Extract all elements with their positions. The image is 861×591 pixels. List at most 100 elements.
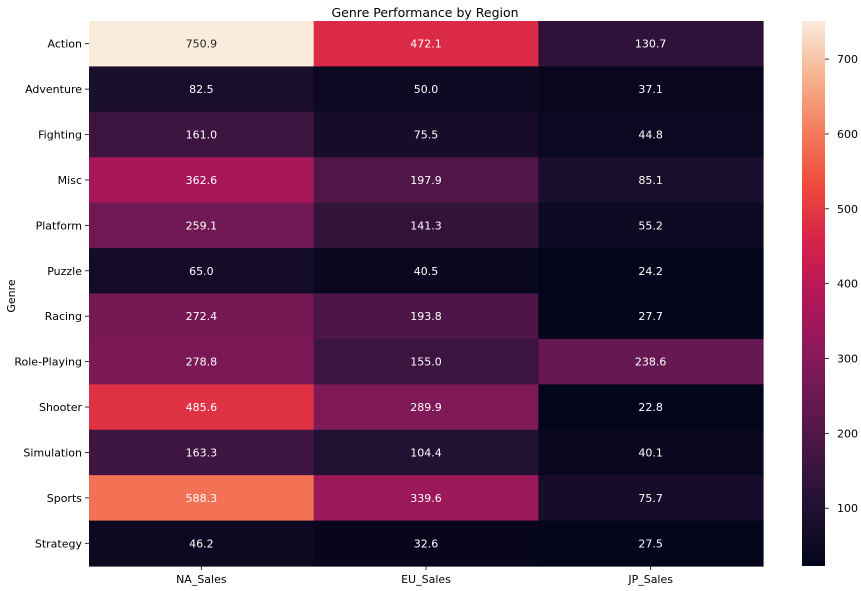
cell-value-label: 46.2 [189,537,214,550]
heatmap-cell [313,429,539,476]
row-tick-label: Fighting [38,129,82,142]
heatmap-cell [538,21,764,68]
heatmap-cell [538,248,764,295]
cell-value-label: 272.4 [186,310,218,323]
colorbar-gradient [802,21,825,566]
cell-value-label: 339.6 [410,492,442,505]
cell-value-label: 44.8 [638,129,663,142]
cell-value-label: 161.0 [186,129,218,142]
heatmap-cell [313,338,539,385]
column-tick-label: JP_Sales [627,573,673,586]
cell-value-label: 55.2 [638,219,663,232]
row-tick-labels: Action Adventure Fighting Misc Platform Puzzl… [14,38,89,550]
cell-value-label: 472.1 [410,38,442,51]
heatmap-cell [538,384,764,431]
heatmap-cell [89,293,315,340]
row-tick-label: Action [48,38,82,51]
cell-value-label: 32.6 [414,537,439,550]
heatmap-cell [89,475,315,522]
row-tick-label: Misc [58,174,82,187]
cell-value-label: 588.3 [186,492,218,505]
row-tick-label: Shooter [39,401,82,414]
cell-value-label: 750.9 [186,38,218,51]
cell-value-label: 163.3 [186,446,218,459]
cell-value-label: 130.7 [635,38,667,51]
colorbar: 100 200 300 400 500 600 700 [802,21,858,566]
heatmap-cell [538,475,764,522]
heatmap-cell [313,111,539,158]
row-tick-label: Platform [36,219,82,232]
colorbar-tick-label: 700 [837,53,858,66]
column-tick-label: NA_Sales [176,573,227,586]
heatmap-cell [89,111,315,158]
heatmap-cell [89,21,315,68]
row-tick-label: Adventure [25,83,82,96]
cell-value-label: 75.5 [414,129,439,142]
row-tick-label: Sports [47,492,83,505]
cell-value-label: 27.5 [638,537,663,550]
heatmap-cell [538,111,764,158]
colorbar-tick-label: 100 [837,502,858,515]
colorbar-tick-label: 400 [837,278,858,291]
cell-value-label: 141.3 [410,219,442,232]
cell-value-label: 193.8 [410,310,442,323]
cell-value-label: 485.6 [186,401,218,414]
cell-value-label: 65.0 [189,265,214,278]
cell-value-label: 362.6 [186,174,218,187]
colorbar-tick-label: 600 [837,128,858,141]
heatmap-cell [89,157,315,204]
chart-title: Genre Performance by Region [331,5,518,20]
heatmap-cell [313,475,539,522]
cell-value-label: 197.9 [410,174,442,187]
heatmap-cell [538,202,764,249]
heatmap-cell [538,429,764,476]
y-axis-label: Genre [5,279,18,313]
heatmap-cell [538,338,764,385]
heatmap-cell [89,520,315,567]
colorbar-tick-label: 200 [837,427,858,440]
heatmap-cell [538,157,764,204]
row-tick-label: Simulation [23,446,82,459]
heatmap-cell [313,293,539,340]
cell-value-label: 82.5 [189,83,214,96]
cell-value-label: 22.8 [638,401,663,414]
cell-value-label: 155.0 [410,356,442,369]
heatmap-cell [313,202,539,249]
cell-value-label: 75.7 [638,492,663,505]
heatmap-cell [313,157,539,204]
heatmap-cell [89,384,315,431]
heatmap-cell [313,66,539,113]
heatmap-cell [538,66,764,113]
cell-value-label: 259.1 [186,219,218,232]
row-tick-label: Strategy [35,537,83,550]
colorbar-tick-label: 300 [837,353,858,366]
cell-value-label: 37.1 [638,83,663,96]
heatmap-cell [89,248,315,295]
row-tick-label: Role-Playing [14,356,82,369]
heatmap-cell [313,384,539,431]
cell-value-label: 289.9 [410,401,442,414]
column-tick-labels: NA_Sales EU_Sales JP_Sales [176,566,673,586]
cell-value-label: 238.6 [635,356,667,369]
row-tick-label: Puzzle [47,265,82,278]
heatmap-cell [313,21,539,68]
colorbar-tick-label: 500 [837,203,858,216]
heatmap-cell [313,520,539,567]
colorbar-ticks: 100 200 300 400 500 600 700 [825,53,858,515]
cell-value-label: 40.1 [638,446,663,459]
heatmap-cell [89,202,315,249]
heatmap-cell [89,66,315,113]
cell-value-label: 104.4 [410,446,442,459]
heatmap-cell [313,248,539,295]
column-tick-label: EU_Sales [401,573,451,586]
cell-value-label: 50.0 [414,83,439,96]
heatmap-cell [538,293,764,340]
cell-value-label: 24.2 [638,265,663,278]
cell-value-label: 85.1 [638,174,663,187]
heatmap-cell [89,338,315,385]
heatmap-cell [89,429,315,476]
cell-value-label: 27.7 [638,310,663,323]
cell-value-label: 40.5 [414,265,439,278]
cell-value-label: 278.8 [186,356,218,369]
